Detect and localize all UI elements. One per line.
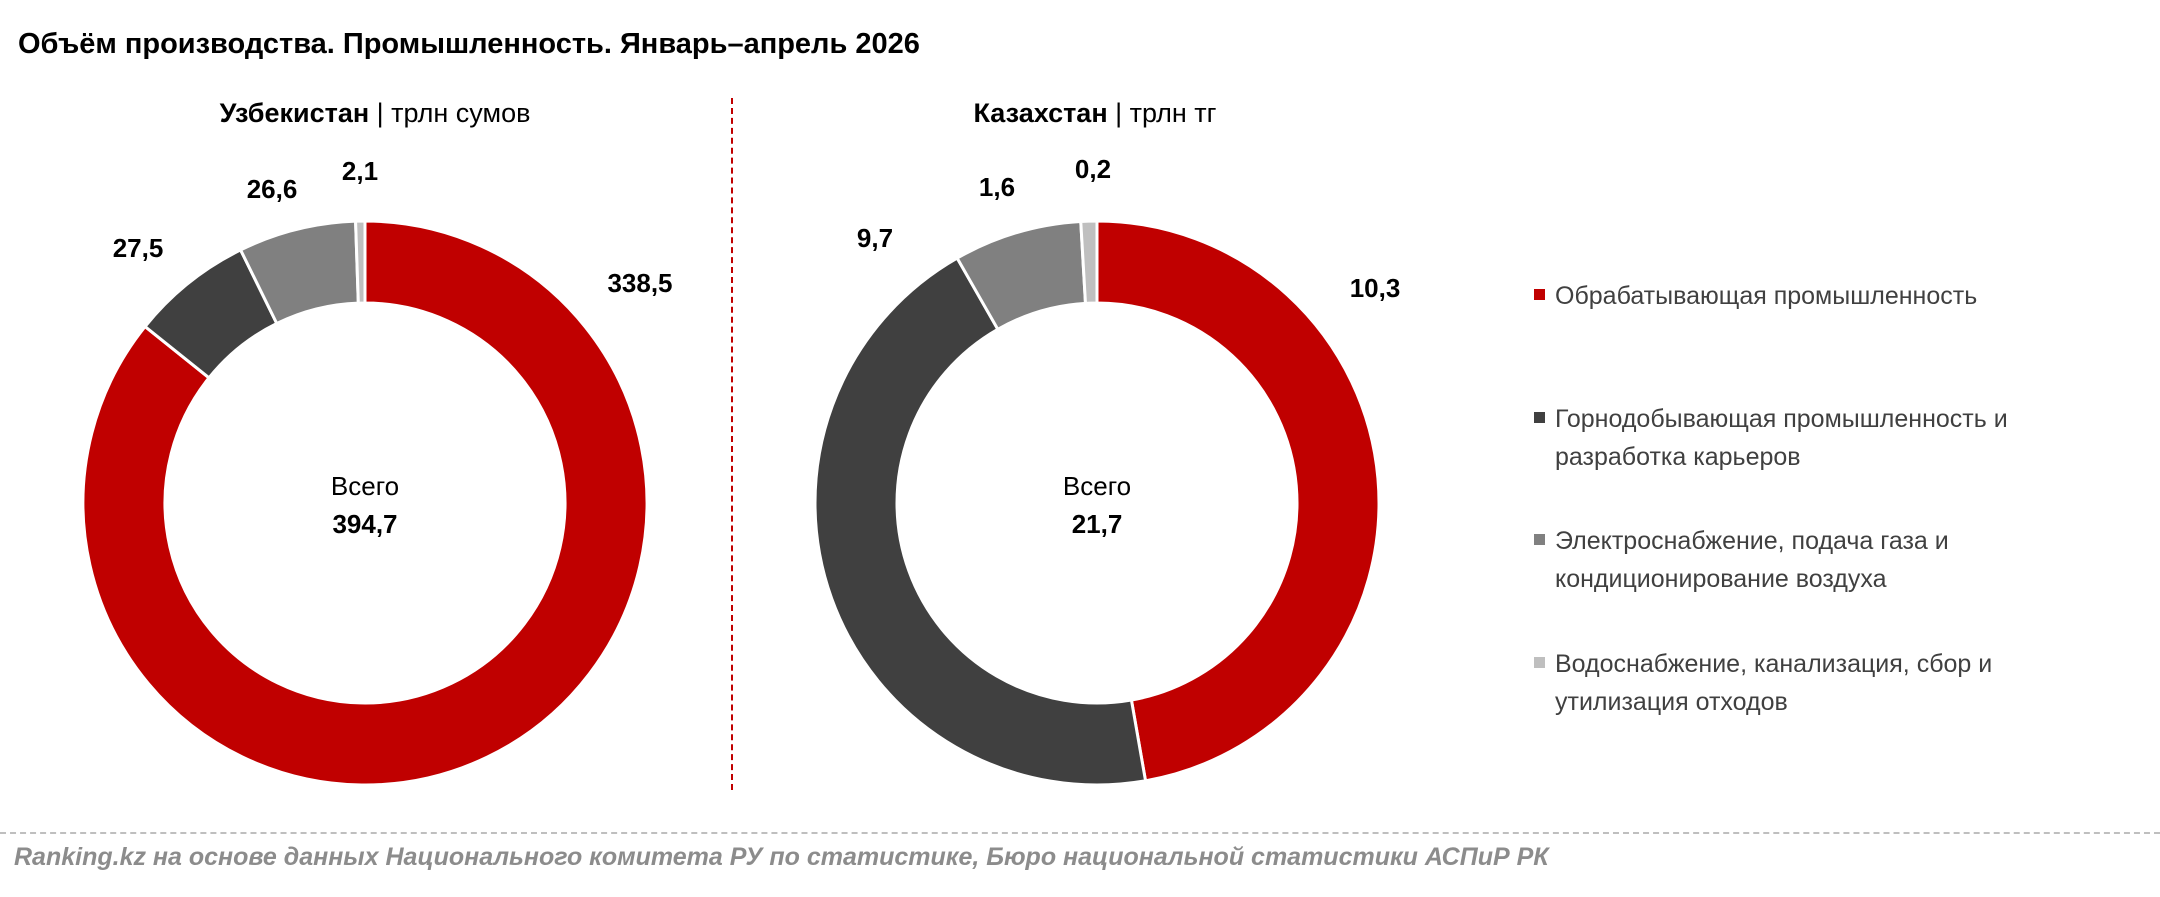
legend-label-line: Обрабатывающая промышленность: [1555, 282, 1978, 310]
legend-label-line: Горнодобывающая промышленность и: [1555, 405, 2008, 433]
legend-marker: [1534, 657, 1545, 668]
data-label-water: 2,1: [342, 156, 378, 186]
donut-slice-mining: [813, 256, 1148, 787]
kazakhstan-unit-label: трлн тг: [1129, 98, 1217, 128]
donut-slice-manufacturing: [81, 219, 649, 787]
legend-item-electricity: Электроснабжение, подача газа и кондицио…: [1534, 522, 2094, 598]
legend-item-mining: Горнодобывающая промышленность и разрабо…: [1534, 400, 2094, 476]
legend-label: Водоснабжение, канализация, сбор и утили…: [1555, 645, 1992, 721]
source-note: Ranking.kz на основе данных Национальног…: [14, 843, 1549, 871]
donut-charts: 338,5 27,5 26,6 2,1 Всего 394,7 10,3 9,7 1,6 0,2 В…: [81, 154, 1401, 787]
legend-marker: [1534, 289, 1545, 300]
kazakhstan-country-label: Казахстан: [973, 98, 1108, 128]
legend-marker: [1534, 412, 1545, 423]
legend-label-line: кондиционирование воздуха: [1555, 565, 1887, 593]
uzbekistan-country-label: Узбекистан: [219, 98, 370, 128]
center-label: Всего: [331, 471, 399, 501]
legend-label: Горнодобывающая промышленность и разрабо…: [1555, 400, 2008, 476]
legend-label-line: разработка карьеров: [1555, 443, 1801, 471]
legend-label-line: Водоснабжение, канализация, сбор и: [1555, 650, 1993, 678]
legend-item-manufacturing: Обрабатывающая промышленность: [1534, 277, 2094, 315]
legend-label-line: утилизация отходов: [1555, 688, 1788, 716]
center-total-value: 21,7: [1072, 509, 1123, 539]
chart-divider: [731, 98, 733, 790]
center-total-value: 394,7: [332, 509, 397, 539]
data-label-manufacturing: 10,3: [1350, 273, 1401, 303]
footer-divider: [0, 832, 2160, 834]
donut-slice-water: [354, 219, 367, 305]
legend-label: Обрабатывающая промышленность: [1555, 277, 1977, 315]
donut-slice-manufacturing: [1095, 219, 1381, 783]
data-label-electricity: 1,6: [979, 172, 1015, 202]
data-label-manufacturing: 338,5: [607, 268, 672, 298]
chart-title: Объём производства. Промышленность. Янва…: [18, 28, 920, 60]
data-label-electricity: 26,6: [247, 174, 298, 204]
donut-slice-water: [1079, 219, 1099, 305]
kazakhstan-subtitle: Казахстан | трлн тг: [973, 98, 1216, 129]
legend-label: Электроснабжение, подача газа и кондицио…: [1555, 522, 1949, 598]
data-label-water: 0,2: [1075, 154, 1111, 184]
data-label-mining: 27,5: [113, 233, 164, 263]
center-label: Всего: [1063, 471, 1131, 501]
legend-marker: [1534, 534, 1545, 545]
subtitle-separator: |: [1115, 98, 1130, 128]
legend-item-water: Водоснабжение, канализация, сбор и утили…: [1534, 645, 2094, 721]
data-label-mining: 9,7: [857, 223, 893, 253]
subtitle-separator: |: [376, 98, 392, 128]
uzbekistan-subtitle: Узбекистан | трлн сумов: [220, 98, 531, 129]
uzbekistan-unit-label: трлн сумов: [391, 98, 531, 128]
legend-label-line: Электроснабжение, подача газа и: [1555, 527, 1949, 555]
